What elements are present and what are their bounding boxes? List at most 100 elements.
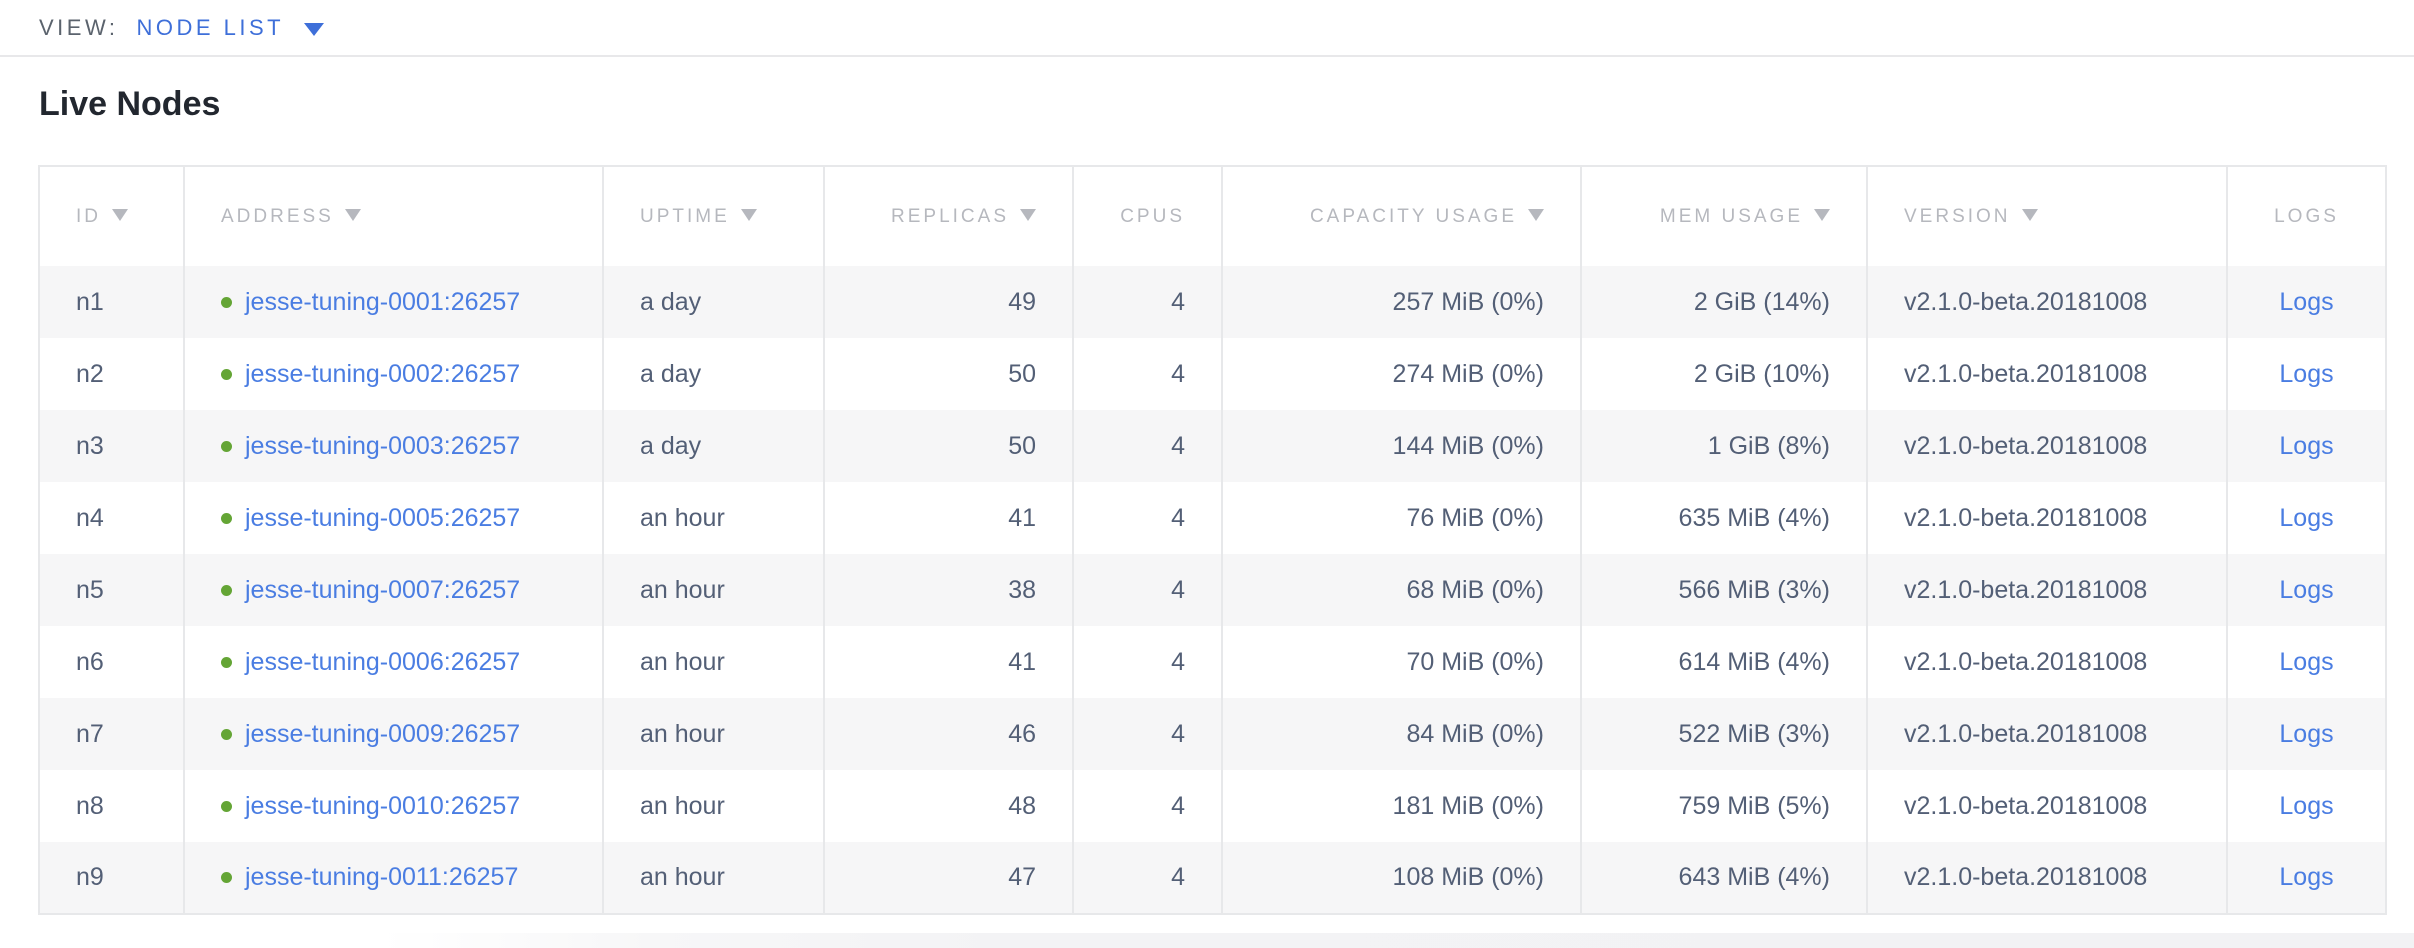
chevron-down-icon (304, 22, 325, 36)
logs-link[interactable]: Logs (2279, 359, 2334, 388)
node-id-cell: n7 (38, 698, 185, 770)
logs-cell: Logs (2226, 626, 2387, 698)
uptime-cell: a day (602, 338, 825, 410)
table-header: ID ADDRESS UPTIME REPLICAS CPUS CAPACITY USAG… (38, 166, 2387, 266)
column-header-uptime[interactable]: UPTIME (602, 166, 825, 266)
column-header-mem[interactable]: MEM USAGE (1580, 166, 1868, 266)
node-status-dot-icon (221, 296, 232, 308)
node-status-dot-icon (221, 872, 232, 883)
node-id-cell: n2 (38, 338, 185, 410)
mem-usage-cell: 2 GiB (14%) (1580, 266, 1868, 338)
node-address-cell: jesse-tuning-0009:26257 (183, 698, 604, 770)
logs-link[interactable]: Logs (2279, 575, 2334, 604)
view-label: VIEW: (39, 14, 119, 40)
column-header-label: REPLICAS (891, 205, 1009, 227)
version-cell: v2.1.0-beta.20181008 (1866, 338, 2228, 410)
node-id-cell: n8 (38, 770, 185, 842)
logs-cell: Logs (2226, 482, 2387, 554)
node-status-dot-icon (221, 368, 232, 380)
node-id-cell: n3 (38, 410, 185, 482)
logs-link[interactable]: Logs (2279, 431, 2334, 460)
logs-cell: Logs (2226, 842, 2387, 914)
table-row: n4 jesse-tuning-0005:26257 an hour 41 4 76 Mi… (38, 482, 2387, 554)
version-cell: v2.1.0-beta.20181008 (1866, 482, 2228, 554)
column-header-logs: LOGS (2226, 166, 2387, 266)
replicas-cell: 50 (823, 410, 1074, 482)
node-address-link[interactable]: jesse-tuning-0002:26257 (245, 359, 521, 388)
replicas-cell: 46 (823, 698, 1074, 770)
mem-usage-cell: 522 MiB (3%) (1580, 698, 1868, 770)
node-address-link[interactable]: jesse-tuning-0001:26257 (245, 287, 521, 316)
table-row: n2 jesse-tuning-0002:26257 a day 50 4 274 MiB… (38, 338, 2387, 410)
header-row: ID ADDRESS UPTIME REPLICAS CPUS CAPACITY USAG… (38, 166, 2387, 266)
uptime-cell: an hour (602, 698, 825, 770)
replicas-cell: 49 (823, 266, 1074, 338)
node-id-cell: n4 (38, 482, 185, 554)
table-row: n8 jesse-tuning-0010:26257 an hour 48 4 181 M… (38, 770, 2387, 842)
table-row: n1 jesse-tuning-0001:26257 a day 49 4 257 MiB… (38, 266, 2387, 338)
column-header-label: CAPACITY USAGE (1309, 205, 1517, 227)
page-title: Live Nodes (39, 85, 221, 123)
column-header-version[interactable]: VERSION (1866, 166, 2228, 266)
logs-cell: Logs (2226, 770, 2387, 842)
cpus-cell: 4 (1072, 266, 1223, 338)
logs-link[interactable]: Logs (2279, 863, 2334, 891)
node-address-link[interactable]: jesse-tuning-0006:26257 (245, 647, 521, 676)
version-cell: v2.1.0-beta.20181008 (1866, 770, 2228, 842)
node-address-cell: jesse-tuning-0010:26257 (183, 770, 604, 842)
replicas-cell: 48 (823, 770, 1074, 842)
mem-usage-cell: 566 MiB (3%) (1580, 554, 1868, 626)
node-id-cell: n5 (38, 554, 185, 626)
logs-link[interactable]: Logs (2279, 719, 2334, 748)
view-dropdown-value: NODE LIST (136, 14, 285, 40)
node-address-cell: jesse-tuning-0007:26257 (183, 554, 604, 626)
column-header-replicas[interactable]: REPLICAS (823, 166, 1074, 266)
node-id-cell: n6 (38, 626, 185, 698)
cpus-cell: 4 (1072, 482, 1223, 554)
node-status-dot-icon (221, 440, 232, 452)
cpus-cell: 4 (1072, 338, 1223, 410)
node-address-link[interactable]: jesse-tuning-0011:26257 (245, 863, 519, 891)
sort-arrow-icon (112, 208, 128, 221)
node-address-link[interactable]: jesse-tuning-0003:26257 (245, 431, 521, 460)
sort-arrow-icon (1528, 208, 1544, 221)
node-address-link[interactable]: jesse-tuning-0005:26257 (245, 503, 521, 532)
cpus-cell: 4 (1072, 842, 1223, 914)
column-header-id[interactable]: ID (38, 166, 185, 266)
version-cell: v2.1.0-beta.20181008 (1866, 842, 2228, 914)
node-address-cell: jesse-tuning-0006:26257 (183, 626, 604, 698)
sort-arrow-icon (2021, 208, 2038, 221)
replicas-cell: 50 (823, 338, 1074, 410)
sort-arrow-icon (1020, 208, 1036, 221)
version-cell: v2.1.0-beta.20181008 (1866, 266, 2228, 338)
node-status-dot-icon (221, 584, 232, 596)
node-status-dot-icon (221, 728, 232, 740)
capacity-usage-cell: 68 MiB (0%) (1221, 554, 1582, 626)
mem-usage-cell: 1 GiB (8%) (1580, 410, 1868, 482)
capacity-usage-cell: 181 MiB (0%) (1221, 770, 1582, 842)
version-cell: v2.1.0-beta.20181008 (1866, 554, 2228, 626)
version-cell: v2.1.0-beta.20181008 (1866, 698, 2228, 770)
table-row: n9 jesse-tuning-0011:26257 an hour 47 4 108 M… (38, 842, 2387, 914)
column-header-address[interactable]: ADDRESS (183, 166, 604, 266)
logs-link[interactable]: Logs (2279, 503, 2334, 532)
next-section-edge (0, 933, 2414, 948)
logs-link[interactable]: Logs (2279, 287, 2334, 316)
node-id-cell: n9 (38, 842, 185, 914)
column-header-capacity[interactable]: CAPACITY USAGE (1221, 166, 1582, 266)
node-address-link[interactable]: jesse-tuning-0009:26257 (245, 719, 521, 748)
logs-cell: Logs (2226, 698, 2387, 770)
logs-link[interactable]: Logs (2279, 647, 2334, 676)
column-header-label: VERSION (1904, 205, 2011, 227)
version-cell: v2.1.0-beta.20181008 (1866, 410, 2228, 482)
sort-arrow-icon (740, 208, 757, 221)
column-header-label: UPTIME (640, 205, 730, 227)
node-address-link[interactable]: jesse-tuning-0007:26257 (245, 575, 521, 604)
logs-link[interactable]: Logs (2279, 791, 2334, 820)
column-header-label: ID (76, 205, 101, 227)
node-status-dot-icon (221, 800, 232, 812)
view-dropdown[interactable]: NODE LIST (136, 14, 325, 41)
node-address-cell: jesse-tuning-0005:26257 (183, 482, 604, 554)
uptime-cell: an hour (602, 482, 825, 554)
node-address-link[interactable]: jesse-tuning-0010:26257 (245, 791, 521, 820)
